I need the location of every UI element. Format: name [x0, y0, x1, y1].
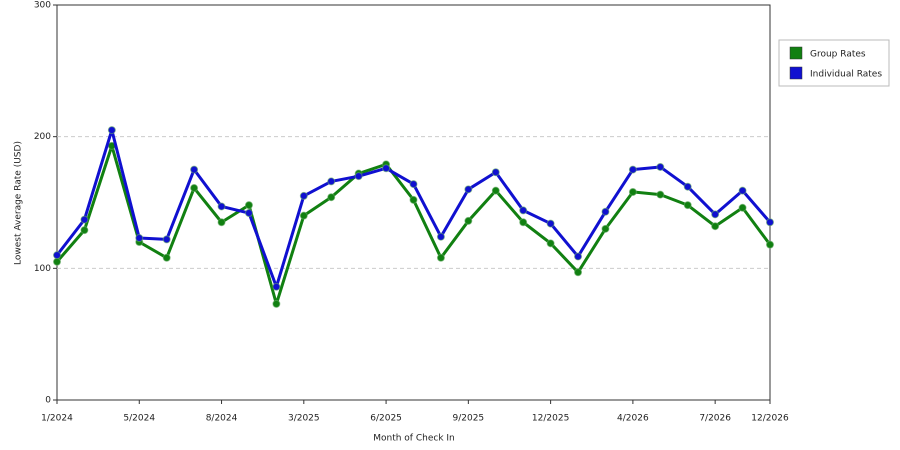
data-point — [738, 203, 747, 212]
data-point — [217, 202, 226, 211]
data-point — [628, 187, 637, 196]
x-tick-label: 4/2026 — [617, 414, 649, 424]
data-point — [574, 268, 583, 277]
data-point — [80, 215, 89, 224]
data-point — [738, 186, 747, 195]
legend-swatch — [789, 46, 803, 60]
data-point — [162, 253, 171, 262]
data-point — [354, 172, 363, 181]
data-point — [628, 165, 637, 174]
data-point — [656, 190, 665, 199]
data-point — [683, 201, 692, 210]
data-point — [519, 218, 528, 227]
data-point — [135, 234, 144, 243]
data-point — [436, 232, 445, 241]
data-point — [711, 222, 720, 231]
y-tick-label: 200 — [34, 132, 51, 142]
data-point — [327, 193, 336, 202]
data-point — [327, 177, 336, 186]
data-point — [464, 216, 473, 225]
data-point — [272, 299, 281, 308]
legend-swatch — [789, 66, 803, 80]
y-axis-label: Lowest Average Rate (USD) — [14, 141, 24, 265]
data-point — [546, 219, 555, 228]
x-tick-label: 12/2025 — [532, 414, 569, 424]
x-axis-label: Month of Check In — [373, 434, 455, 444]
data-point — [299, 211, 308, 220]
x-tick-label: 1/2024 — [41, 414, 73, 424]
x-tick-label: 8/2024 — [206, 414, 238, 424]
y-tick-label: 300 — [34, 1, 51, 11]
series-line — [55, 128, 772, 289]
data-point — [464, 185, 473, 194]
data-point — [217, 218, 226, 227]
y-tick-label: 100 — [34, 264, 51, 274]
data-point — [601, 207, 610, 216]
data-point — [766, 240, 774, 249]
data-point — [409, 195, 418, 204]
x-tick-label: 6/2025 — [370, 414, 402, 424]
data-point — [107, 126, 116, 135]
data-point — [162, 235, 171, 244]
data-point — [491, 186, 500, 195]
plot-area — [56, 4, 771, 401]
x-tick-label: 5/2024 — [123, 414, 155, 424]
data-point — [519, 206, 528, 215]
x-tick-label: 3/2025 — [288, 414, 320, 424]
data-point — [766, 218, 774, 227]
legend-label: Individual Rates — [810, 70, 882, 80]
data-point — [656, 162, 665, 171]
data-point — [601, 224, 610, 233]
data-point — [683, 182, 692, 191]
data-point — [244, 201, 253, 210]
x-tick-label: 12/2026 — [751, 414, 789, 424]
x-tick-label: 9/2025 — [453, 414, 485, 424]
data-point — [244, 209, 253, 218]
data-point — [299, 191, 308, 200]
data-point — [409, 180, 418, 189]
data-point — [436, 253, 445, 262]
data-point — [574, 252, 583, 261]
data-point — [80, 226, 89, 235]
y-tick-label: 0 — [45, 396, 51, 406]
data-point — [53, 251, 61, 260]
x-tick-label: 7/2026 — [699, 414, 731, 424]
data-point — [382, 164, 391, 173]
data-point — [190, 184, 199, 193]
data-point — [546, 239, 555, 248]
data-point — [53, 257, 61, 266]
data-point — [711, 210, 720, 219]
data-point — [190, 165, 199, 174]
data-point — [272, 282, 281, 291]
legend-label: Group Rates — [810, 50, 866, 60]
data-point — [491, 168, 500, 177]
